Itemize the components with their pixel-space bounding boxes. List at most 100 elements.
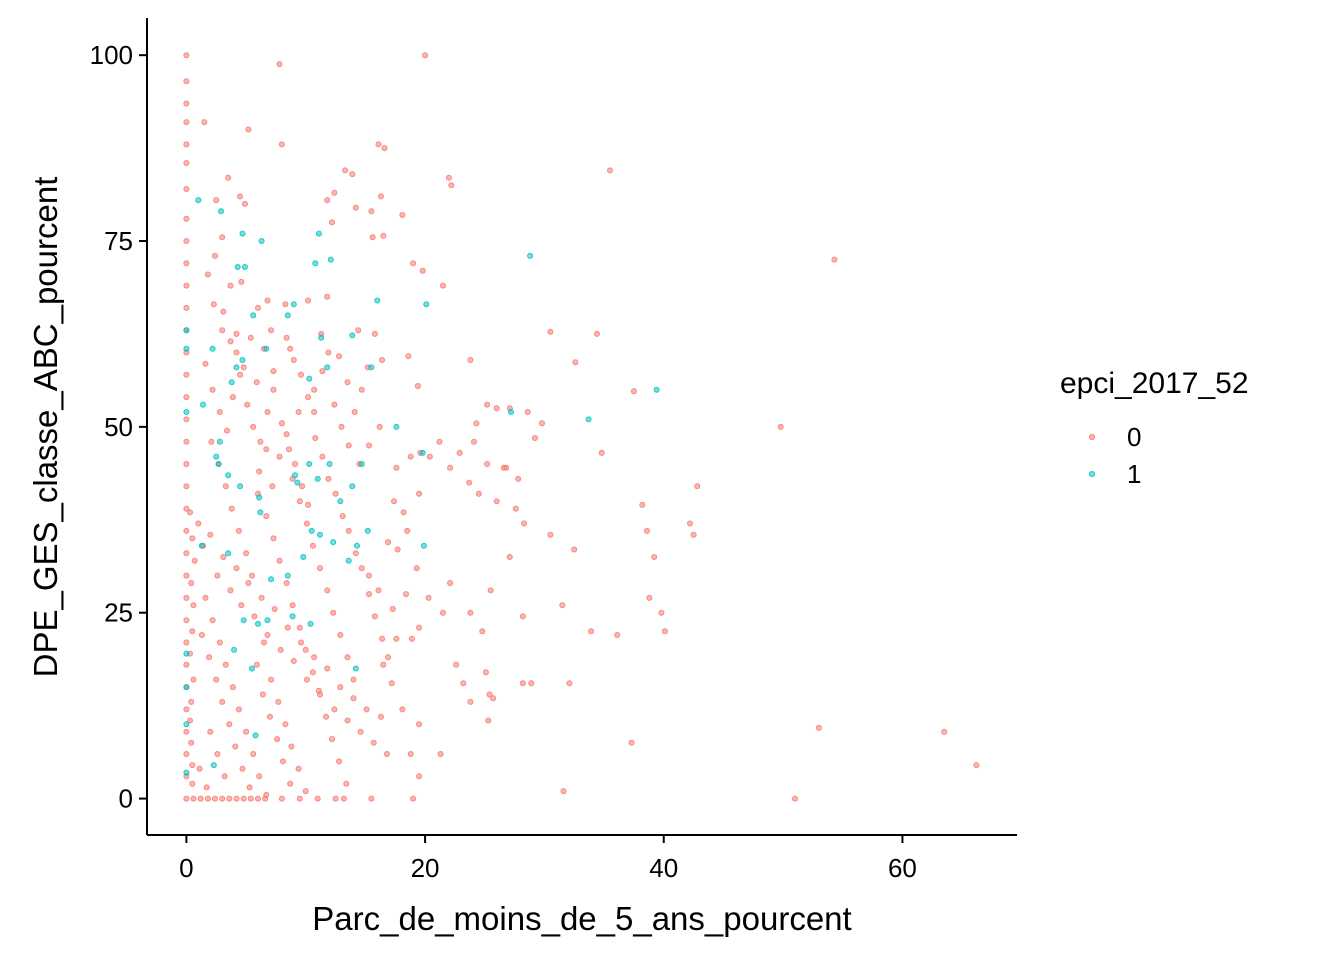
data-point-series-0 [344, 654, 351, 661]
data-point-series-0 [190, 676, 197, 683]
data-point-series-0 [399, 211, 406, 218]
data-point-series-0 [297, 371, 304, 378]
y-tick-label: 100 [90, 40, 133, 70]
data-point-series-0 [243, 550, 250, 557]
data-point-series-0 [614, 632, 621, 639]
data-point-series-1 [423, 301, 430, 308]
data-point-series-0 [183, 661, 190, 668]
data-point-series-0 [402, 591, 409, 598]
data-point-series-0 [241, 200, 248, 207]
data-point-series-0 [183, 141, 190, 148]
data-point-series-1 [374, 297, 381, 304]
data-point-series-0 [368, 208, 375, 215]
data-point-series-1 [200, 401, 207, 408]
data-point-series-0 [390, 498, 397, 505]
data-point-series-0 [232, 743, 239, 750]
data-point-series-1 [234, 263, 241, 270]
legend-label-1: 1 [1127, 459, 1141, 489]
data-point-series-0 [245, 126, 252, 133]
data-point-series-0 [365, 442, 372, 449]
data-point-series-0 [268, 327, 275, 334]
data-point-series-0 [259, 691, 266, 698]
data-point-series-0 [694, 483, 701, 490]
data-point-series-0 [324, 587, 331, 594]
data-point-series-0 [226, 721, 233, 728]
axes [146, 18, 1017, 836]
data-point-series-0 [408, 635, 415, 642]
data-point-series-0 [351, 408, 358, 415]
data-point-series-1 [217, 208, 224, 215]
data-point-series-0 [547, 328, 554, 335]
data-point-series-0 [355, 327, 362, 334]
data-point-series-0 [206, 654, 213, 661]
data-point-series-1 [254, 620, 261, 627]
data-point-series-0 [263, 791, 270, 798]
data-point-series-0 [247, 795, 254, 802]
data-point-series-0 [183, 119, 190, 126]
y-tick-label: 0 [119, 784, 133, 814]
data-point-series-0 [404, 527, 411, 534]
data-point-series-0 [183, 185, 190, 192]
data-point-series-0 [240, 795, 247, 802]
data-point-series-0 [777, 423, 784, 430]
data-point-series-0 [197, 795, 204, 802]
data-point-series-0 [426, 453, 433, 460]
data-point-series-0 [271, 606, 278, 613]
data-point-series-0 [229, 394, 236, 401]
data-point-series-0 [377, 713, 384, 720]
data-point-series-0 [264, 408, 271, 415]
data-point-series-0 [332, 490, 339, 497]
data-point-series-1 [210, 762, 217, 769]
data-point-series-0 [305, 394, 312, 401]
data-point-series-0 [303, 676, 310, 683]
data-point-series-0 [572, 359, 579, 366]
data-point-series-0 [247, 334, 254, 341]
data-point-series-0 [296, 498, 303, 505]
data-point-series-0 [188, 698, 195, 705]
data-point-series-0 [183, 527, 190, 534]
data-point-series-0 [467, 698, 474, 705]
data-point-series-0 [248, 572, 255, 579]
data-point-series-0 [282, 301, 289, 308]
data-point-series-0 [607, 167, 614, 174]
data-point-series-0 [251, 613, 258, 620]
data-point-series-0 [208, 438, 215, 445]
data-point-series-0 [198, 632, 205, 639]
data-point-series-0 [393, 635, 400, 642]
data-point-series-0 [410, 260, 417, 267]
data-point-series-0 [233, 795, 240, 802]
data-point-series-0 [413, 565, 420, 572]
data-point-series-0 [260, 639, 267, 646]
data-point-series-0 [244, 401, 251, 408]
data-point-series-0 [277, 646, 284, 653]
data-point-series-0 [220, 554, 227, 561]
data-point-series-0 [264, 632, 271, 639]
data-point-series-0 [358, 565, 365, 572]
data-point-series-0 [275, 698, 282, 705]
data-point-series-0 [243, 728, 250, 735]
data-point-series-0 [439, 609, 446, 616]
data-point-series-0 [183, 237, 190, 244]
data-point-series-1 [264, 617, 271, 624]
data-point-series-1 [294, 479, 301, 486]
data-point-series-0 [222, 483, 229, 490]
data-point-series-0 [188, 739, 195, 746]
data-point-series-1 [364, 527, 371, 534]
data-point-series-0 [815, 724, 822, 731]
data-point-series-0 [340, 795, 347, 802]
data-point-series-1 [183, 769, 190, 776]
data-point-series-1 [419, 449, 426, 456]
data-point-series-0 [183, 706, 190, 713]
data-point-series-1 [183, 721, 190, 728]
data-point-series-0 [560, 788, 567, 795]
data-point-series-0 [302, 788, 309, 795]
data-point-series-1 [183, 345, 190, 352]
data-point-series-0 [246, 784, 253, 791]
data-point-series-0 [363, 706, 370, 713]
data-point-series-0 [183, 751, 190, 758]
data-point-series-1 [358, 460, 365, 467]
y-tick-label: 50 [104, 412, 133, 442]
data-point-series-0 [270, 386, 277, 393]
data-point-series-0 [357, 728, 364, 735]
